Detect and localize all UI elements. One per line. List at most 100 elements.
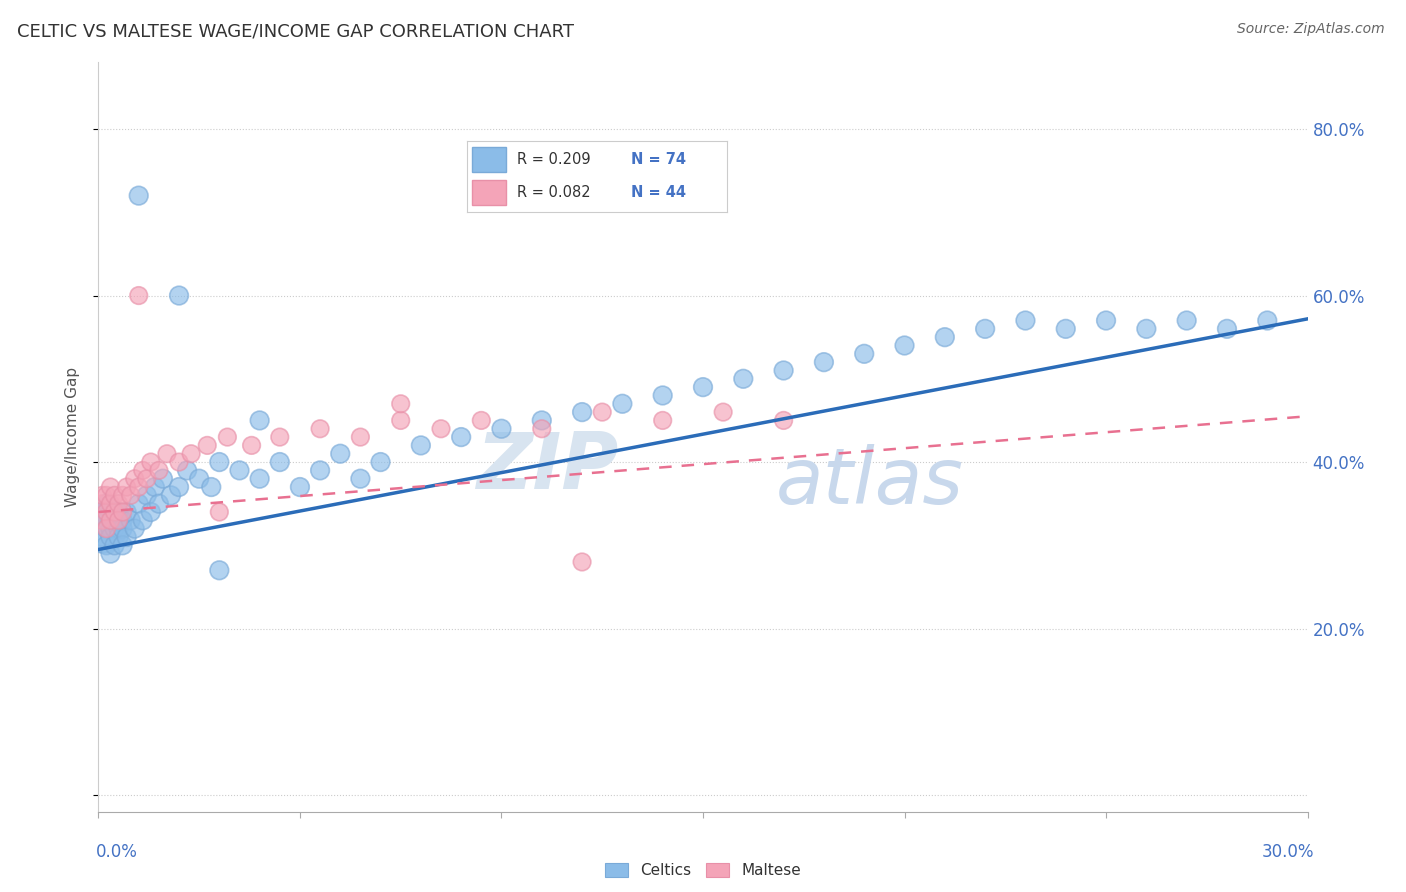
Point <box>107 530 129 544</box>
Point <box>167 480 190 494</box>
Point <box>100 513 122 527</box>
Point <box>91 488 114 502</box>
Point <box>711 405 734 419</box>
Point <box>188 472 211 486</box>
Point <box>692 380 714 394</box>
Point <box>100 505 122 519</box>
Point <box>733 372 755 386</box>
Point <box>111 513 134 527</box>
Point <box>132 513 155 527</box>
Point <box>143 480 166 494</box>
Point <box>132 463 155 477</box>
Point <box>91 505 114 519</box>
Point <box>100 522 122 536</box>
Point <box>409 438 432 452</box>
Point <box>591 405 613 419</box>
Point <box>1054 322 1077 336</box>
Point <box>152 472 174 486</box>
Point <box>249 413 271 427</box>
Point <box>91 497 114 511</box>
Point <box>100 530 122 544</box>
Point <box>128 497 150 511</box>
Point <box>100 547 122 561</box>
Point <box>148 463 170 477</box>
Point <box>309 463 332 477</box>
Point <box>107 505 129 519</box>
Point <box>160 488 183 502</box>
Point <box>389 413 412 427</box>
Point <box>288 480 311 494</box>
Point <box>103 522 125 536</box>
Point <box>450 430 472 444</box>
Point <box>96 488 118 502</box>
Point <box>128 288 150 302</box>
Point <box>1256 313 1278 327</box>
Point <box>103 505 125 519</box>
Point <box>1216 322 1239 336</box>
Point <box>329 447 352 461</box>
Point <box>853 347 876 361</box>
Point <box>100 480 122 494</box>
Point <box>176 463 198 477</box>
Point <box>115 530 138 544</box>
Text: atlas: atlas <box>776 444 963 520</box>
Point <box>240 438 263 452</box>
Legend: Celtics, Maltese: Celtics, Maltese <box>599 857 807 884</box>
Point <box>772 363 794 377</box>
Y-axis label: Wage/Income Gap: Wage/Income Gap <box>65 367 80 508</box>
Point <box>228 463 250 477</box>
Point <box>139 455 162 469</box>
Text: ZIP: ZIP <box>477 429 619 505</box>
Point <box>195 438 218 452</box>
Point <box>530 413 553 427</box>
Point <box>772 413 794 427</box>
Point <box>934 330 956 344</box>
Point <box>389 397 412 411</box>
Point <box>1135 322 1157 336</box>
Point <box>135 472 157 486</box>
Point <box>1175 313 1198 327</box>
Point <box>139 505 162 519</box>
Point <box>128 480 150 494</box>
Point <box>491 422 513 436</box>
Point <box>96 497 118 511</box>
Point <box>107 513 129 527</box>
Point <box>571 405 593 419</box>
Text: 0.0%: 0.0% <box>96 843 138 861</box>
Point <box>107 522 129 536</box>
Point <box>156 447 179 461</box>
Point <box>91 513 114 527</box>
Point <box>269 455 291 469</box>
Point <box>111 522 134 536</box>
Point <box>309 422 332 436</box>
Point <box>91 522 114 536</box>
Point <box>107 497 129 511</box>
Text: Source: ZipAtlas.com: Source: ZipAtlas.com <box>1237 22 1385 37</box>
Point <box>91 530 114 544</box>
Point <box>124 472 146 486</box>
Point <box>167 288 190 302</box>
Point <box>115 480 138 494</box>
Point <box>100 497 122 511</box>
Point <box>470 413 492 427</box>
Point <box>111 488 134 502</box>
Point <box>96 522 118 536</box>
Point <box>103 505 125 519</box>
Point <box>167 455 190 469</box>
Point <box>349 472 371 486</box>
Point <box>217 430 239 444</box>
Point <box>120 513 142 527</box>
Point <box>135 488 157 502</box>
Point <box>96 505 118 519</box>
Point <box>813 355 835 369</box>
Point <box>1095 313 1118 327</box>
Point <box>530 422 553 436</box>
Point <box>974 322 997 336</box>
Point <box>180 447 202 461</box>
Point <box>96 513 118 527</box>
Point <box>612 397 634 411</box>
Point <box>651 388 673 402</box>
Point <box>208 563 231 577</box>
Point <box>1014 313 1036 327</box>
Point <box>120 488 142 502</box>
